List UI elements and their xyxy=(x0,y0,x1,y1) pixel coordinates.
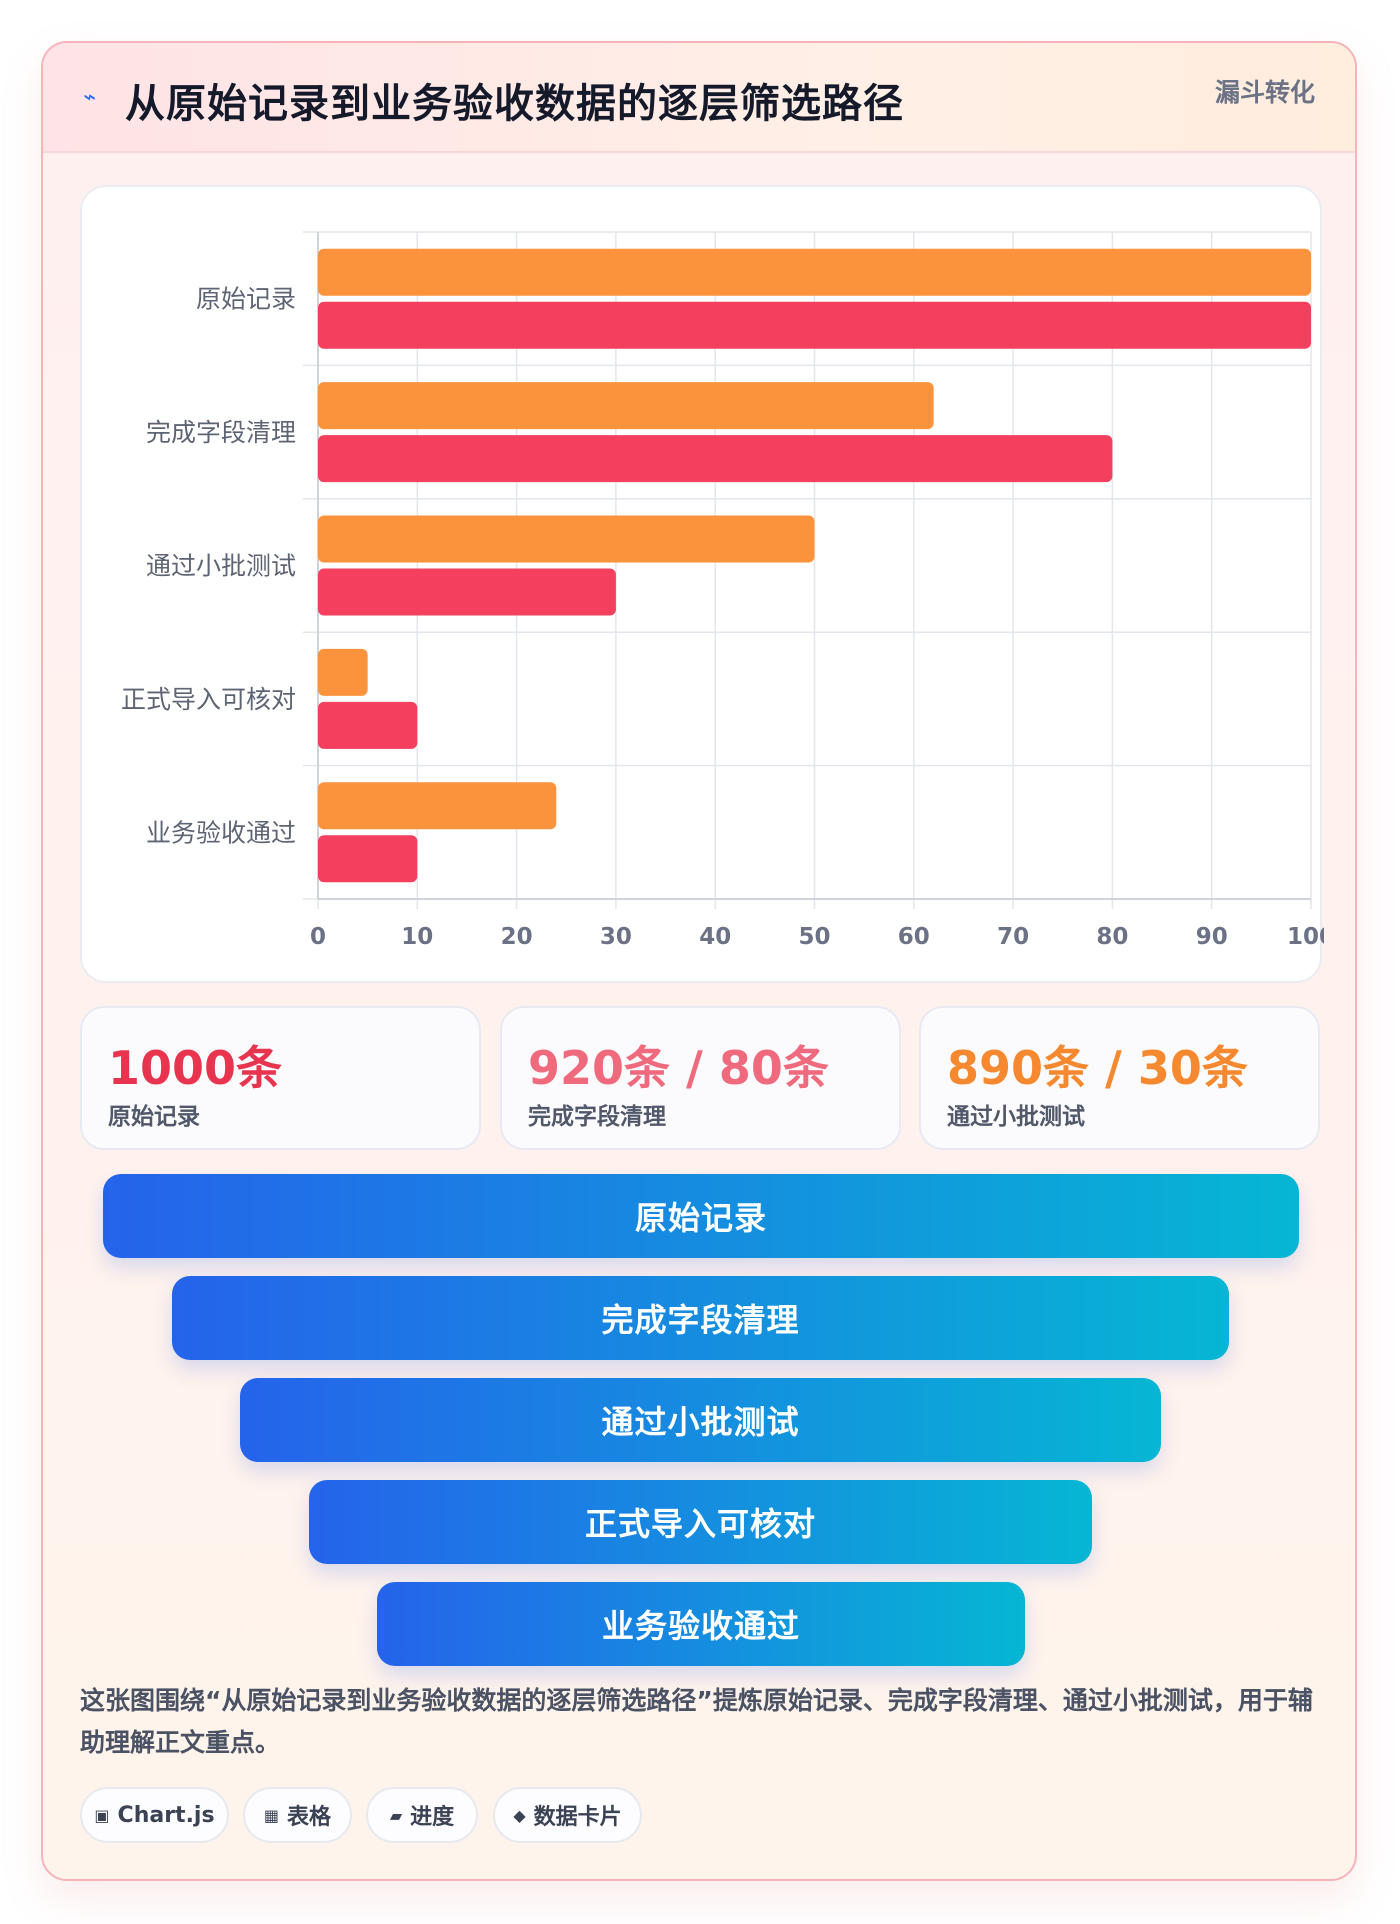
category-label: 原始记录 xyxy=(196,285,296,314)
bar-2-3 xyxy=(318,568,616,616)
chart-description: 这张图围绕“从原始记录到业务验收数据的逐层筛选路径”提炼原始记录、完成字段清理、… xyxy=(80,1686,1313,1757)
x-tick-label: 20 xyxy=(501,924,533,950)
x-tick-label: 90 xyxy=(1196,924,1228,950)
bolt-icon: ⌁ xyxy=(80,85,99,110)
category-label: 业务验收通过 xyxy=(146,818,296,847)
x-tick-label: 0 xyxy=(310,924,326,950)
stat-value: 1000条 xyxy=(108,1041,283,1095)
funnel-stage-3: 通过小批测试 xyxy=(240,1378,1161,1462)
x-tick-label: 30 xyxy=(600,924,632,950)
bar-1-3 xyxy=(318,515,815,563)
funnel-stage-4: 正式导入可核对 xyxy=(309,1480,1092,1564)
x-tick-label: 10 xyxy=(401,924,433,950)
funnel-stage-5: 业务验收通过 xyxy=(377,1582,1025,1666)
bar-1-1 xyxy=(318,248,1311,296)
x-tick-label: 60 xyxy=(898,924,930,950)
category-label: 完成字段清理 xyxy=(146,418,296,447)
tag-chartjs[interactable]: ▣ Chart.js xyxy=(80,1787,229,1843)
stat-label: 原始记录 xyxy=(108,1104,200,1130)
category-badge: 漏斗转化 xyxy=(1214,78,1315,107)
stat-card-raw: 1000条 原始记录 xyxy=(80,1006,481,1150)
x-tick-label: 50 xyxy=(798,924,830,950)
tag-label: 数据卡片 xyxy=(533,1805,622,1830)
bar-2-5 xyxy=(318,835,418,883)
table-icon: ▦ xyxy=(263,1805,280,1825)
funnel-stage-1: 原始记录 xyxy=(103,1174,1299,1258)
bar-1-2 xyxy=(318,382,934,430)
tag-progress[interactable]: ▰ 进度 xyxy=(366,1787,478,1843)
tag-label: 进度 xyxy=(410,1805,455,1830)
page-title: 从原始记录到业务验收数据的逐层筛选路径 xyxy=(125,81,904,127)
stat-label: 完成字段清理 xyxy=(528,1104,666,1130)
funnel-stage-2: 完成字段清理 xyxy=(172,1276,1229,1360)
bar-1-4 xyxy=(318,648,368,696)
header: ⌁ 从原始记录到业务验收数据的逐层筛选路径 漏斗转化 xyxy=(43,43,1355,153)
progress-icon: ▰ xyxy=(389,1805,403,1825)
stat-value: 890条 / 30条 xyxy=(947,1041,1248,1095)
x-tick-label: 100 xyxy=(1287,924,1324,950)
bar-1-5 xyxy=(318,782,557,830)
x-tick-label: 70 xyxy=(997,924,1029,950)
tag-table[interactable]: ▦ 表格 xyxy=(243,1787,352,1843)
stat-card-cleaned: 920条 / 80条 完成字段清理 xyxy=(500,1006,901,1150)
chart-icon: ▣ xyxy=(94,1805,110,1825)
bar-2-1 xyxy=(318,301,1311,349)
x-tick-label: 40 xyxy=(699,924,731,950)
category-label: 正式导入可核对 xyxy=(121,685,296,714)
tag-data-card[interactable]: ◆ 数据卡片 xyxy=(493,1787,642,1843)
bar-chart: 原始记录完成字段清理 通过小批测试正式导入可核对业务验收通过 0 10 20 30 40 50… xyxy=(80,185,1324,983)
infographic-card: ⌁ 从原始记录到业务验收数据的逐层筛选路径 漏斗转化 原始记录 完成字段清理 通过小… xyxy=(41,41,1357,1881)
bar-2-4 xyxy=(318,701,418,749)
tag-label: Chart.js xyxy=(117,1802,215,1828)
category-label: 通过小批测试 xyxy=(146,552,296,581)
stat-label: 通过小批测试 xyxy=(947,1104,1085,1130)
bar-2-2 xyxy=(318,435,1113,483)
x-tick-label: 80 xyxy=(1096,924,1128,950)
stat-card-tested: 890条 / 30条 通过小批测试 xyxy=(919,1006,1320,1150)
diamond-icon: ◆ xyxy=(513,1805,526,1825)
tag-label: 表格 xyxy=(287,1805,332,1830)
stat-value: 920条 / 80条 xyxy=(528,1041,829,1095)
